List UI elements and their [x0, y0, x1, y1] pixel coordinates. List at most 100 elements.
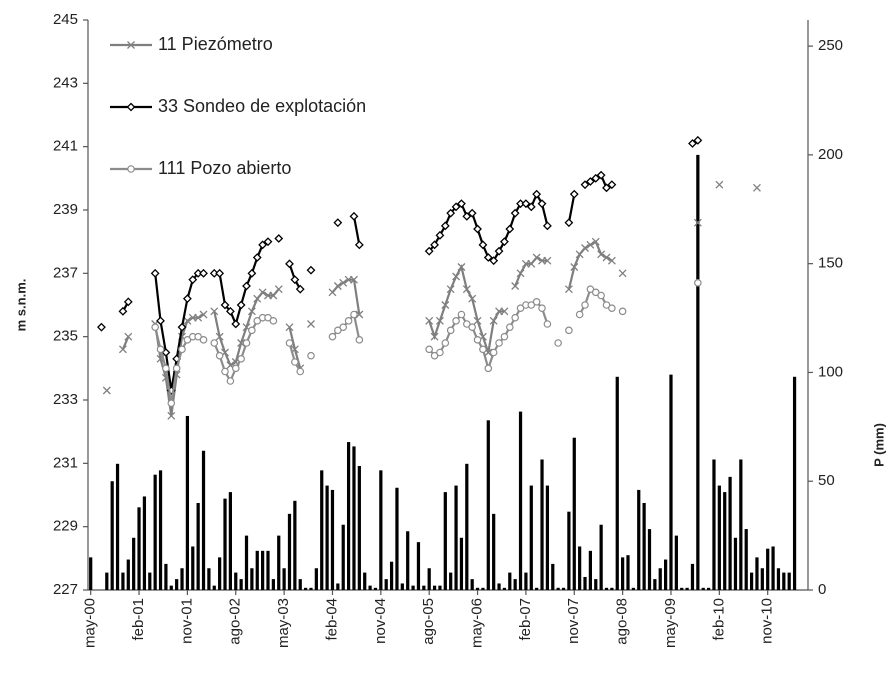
marker — [468, 323, 476, 331]
marker — [167, 399, 176, 407]
bar — [148, 572, 152, 590]
x-tick-label: nov-01 — [178, 598, 195, 644]
y2-tick-label: 200 — [818, 146, 843, 163]
bar — [438, 585, 442, 590]
marker — [532, 253, 541, 262]
bar — [615, 376, 619, 590]
bar — [239, 579, 243, 590]
bar — [674, 535, 678, 590]
marker — [446, 285, 455, 294]
marker — [178, 345, 186, 354]
bar — [352, 446, 356, 590]
marker — [333, 282, 342, 290]
marker — [215, 268, 225, 278]
bar — [389, 561, 394, 590]
bar — [443, 492, 447, 590]
marker — [274, 234, 284, 243]
marker — [194, 313, 203, 322]
marker — [127, 165, 135, 173]
y-axis-title: m s.n.m. — [13, 279, 28, 332]
bar — [787, 572, 791, 590]
y-tick-label: 229 — [53, 518, 78, 535]
bar — [497, 583, 501, 590]
bar — [346, 442, 351, 590]
marker — [489, 256, 499, 266]
bar — [336, 583, 340, 590]
marker — [570, 263, 579, 271]
bar — [524, 572, 528, 590]
marker — [221, 367, 229, 376]
bar — [314, 568, 318, 590]
x-tick-label: nov-07 — [565, 598, 582, 644]
bar — [164, 563, 168, 590]
marker — [285, 339, 294, 347]
marker — [516, 304, 525, 312]
bar — [153, 474, 157, 590]
bar — [723, 492, 727, 590]
marker — [543, 320, 552, 328]
marker — [511, 282, 520, 290]
marker — [162, 364, 170, 373]
line — [121, 139, 699, 391]
y-tick-label: 237 — [53, 264, 78, 281]
marker — [510, 208, 520, 218]
marker — [532, 189, 542, 199]
marker — [532, 298, 541, 306]
x-tick-label: feb-01 — [130, 598, 147, 641]
marker — [194, 332, 202, 341]
bar — [755, 557, 759, 590]
bar — [298, 579, 302, 590]
bar — [271, 579, 275, 590]
bar — [180, 568, 184, 590]
marker — [446, 326, 455, 335]
marker — [290, 275, 300, 285]
x-tick-label: ago-05 — [420, 598, 437, 645]
marker — [580, 180, 590, 190]
marker — [350, 310, 358, 319]
marker — [355, 336, 364, 344]
bar — [422, 585, 426, 590]
bar — [701, 587, 705, 590]
marker — [328, 288, 337, 297]
marker — [285, 259, 294, 269]
marker — [597, 291, 605, 300]
bar — [132, 537, 136, 590]
marker — [451, 202, 461, 212]
bar — [304, 587, 308, 590]
y2-tick-label: 150 — [818, 255, 843, 272]
marker — [505, 224, 515, 234]
bar — [169, 585, 173, 590]
marker — [468, 294, 477, 303]
bar — [142, 496, 147, 590]
marker — [424, 246, 434, 256]
marker — [296, 367, 305, 376]
x-tick-label: nov-04 — [372, 598, 389, 644]
marker — [177, 322, 187, 332]
bar — [717, 485, 721, 590]
marker — [236, 300, 246, 310]
bar — [739, 459, 743, 590]
marker — [602, 183, 611, 193]
bar — [594, 579, 598, 590]
marker — [440, 221, 450, 231]
marker — [226, 377, 235, 385]
bar — [395, 487, 399, 590]
bar — [728, 476, 732, 590]
marker — [499, 237, 509, 247]
bar — [325, 485, 329, 590]
x-tick-label: feb-10 — [710, 598, 727, 641]
marker — [188, 275, 198, 285]
bar — [685, 587, 689, 590]
marker — [489, 348, 498, 357]
marker — [215, 351, 224, 360]
bar — [502, 587, 507, 590]
legend-label: 11 Piezómetro — [158, 34, 273, 54]
y2-tick-label: 0 — [818, 581, 826, 598]
bar — [518, 411, 523, 590]
marker — [618, 307, 627, 316]
bar — [637, 489, 641, 590]
marker — [199, 336, 208, 344]
marker — [182, 294, 192, 304]
bar — [223, 498, 227, 590]
